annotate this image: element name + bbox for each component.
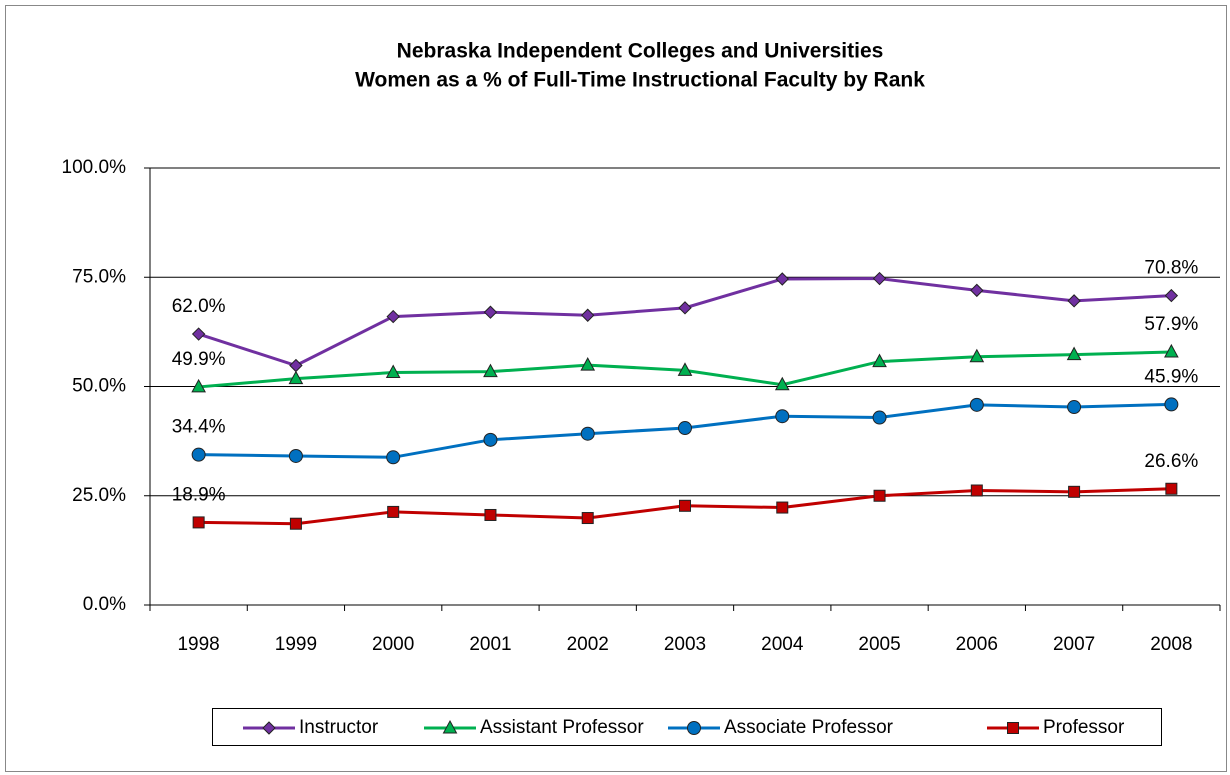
marker — [1066, 346, 1082, 361]
x-tick-label: 2006 — [956, 634, 998, 655]
data-label: 70.8% — [1144, 258, 1198, 279]
y-tick-label: 25.0% — [72, 485, 126, 506]
y-tick-label: 50.0% — [72, 376, 126, 397]
data-label: 18.9% — [172, 484, 226, 505]
marker — [1067, 400, 1082, 415]
marker — [483, 432, 498, 447]
marker — [385, 364, 401, 379]
marker — [1007, 722, 1019, 734]
data-label: 34.4% — [172, 417, 226, 438]
x-tick-label: 2005 — [858, 634, 900, 655]
marker — [678, 421, 692, 436]
marker — [969, 397, 984, 412]
marker — [677, 362, 693, 376]
marker — [678, 301, 692, 315]
x-tick-label: 2008 — [1150, 634, 1192, 655]
x-tick-label: 2003 — [664, 634, 706, 655]
marker — [872, 410, 887, 425]
y-tick-label: 0.0% — [83, 594, 126, 615]
marker — [580, 426, 595, 441]
marker — [872, 353, 887, 368]
marker — [581, 512, 594, 525]
marker — [873, 489, 886, 502]
marker — [872, 271, 887, 286]
x-tick-label: 2004 — [761, 634, 804, 655]
data-label: 45.9% — [1144, 366, 1198, 387]
marker — [483, 305, 498, 319]
marker — [288, 448, 303, 463]
marker — [442, 719, 458, 734]
x-tick-label: 2002 — [567, 634, 609, 655]
chart-border — [5, 5, 1227, 772]
marker — [775, 409, 790, 424]
data-label: 26.6% — [1144, 451, 1198, 472]
marker — [581, 308, 595, 322]
data-label: 57.9% — [1144, 314, 1198, 335]
marker — [192, 516, 205, 529]
marker — [1165, 482, 1178, 495]
y-tick-label: 100.0% — [62, 157, 127, 178]
x-tick-label: 2000 — [372, 634, 414, 655]
legend-label: Instructor — [299, 717, 379, 738]
marker — [262, 721, 276, 735]
marker — [288, 370, 304, 385]
legend-label: Assistant Professor — [480, 717, 644, 738]
marker — [580, 357, 596, 371]
x-tick-label: 1999 — [275, 634, 317, 655]
marker — [774, 376, 790, 391]
marker — [387, 505, 400, 518]
marker — [969, 348, 985, 363]
data-label: 49.9% — [172, 349, 226, 370]
x-tick-label: 2007 — [1053, 634, 1095, 655]
marker — [970, 283, 984, 298]
marker — [483, 363, 498, 378]
marker — [1164, 397, 1179, 412]
chart-title: Women as a % of Full-Time Instructional … — [355, 69, 925, 92]
legend-label: Associate Professor — [724, 717, 894, 738]
legend-label: Professor — [1043, 717, 1125, 738]
marker — [289, 517, 302, 530]
marker — [679, 499, 691, 512]
marker — [776, 501, 789, 514]
marker — [191, 447, 206, 462]
x-tick-label: 2001 — [469, 634, 511, 655]
marker — [386, 450, 401, 465]
marker — [191, 327, 206, 341]
marker — [191, 378, 206, 393]
marker — [1067, 294, 1081, 308]
x-tick-label: 1998 — [177, 634, 219, 655]
chart-title: Nebraska Independent Colleges and Univer… — [397, 40, 884, 63]
marker — [1164, 288, 1179, 303]
marker — [970, 484, 983, 497]
marker — [1164, 343, 1179, 358]
marker — [484, 508, 497, 521]
y-tick-label: 75.0% — [72, 266, 126, 287]
marker — [687, 721, 701, 735]
marker — [386, 309, 400, 324]
marker — [775, 272, 789, 286]
data-label: 62.0% — [172, 296, 226, 317]
marker — [1068, 485, 1081, 498]
